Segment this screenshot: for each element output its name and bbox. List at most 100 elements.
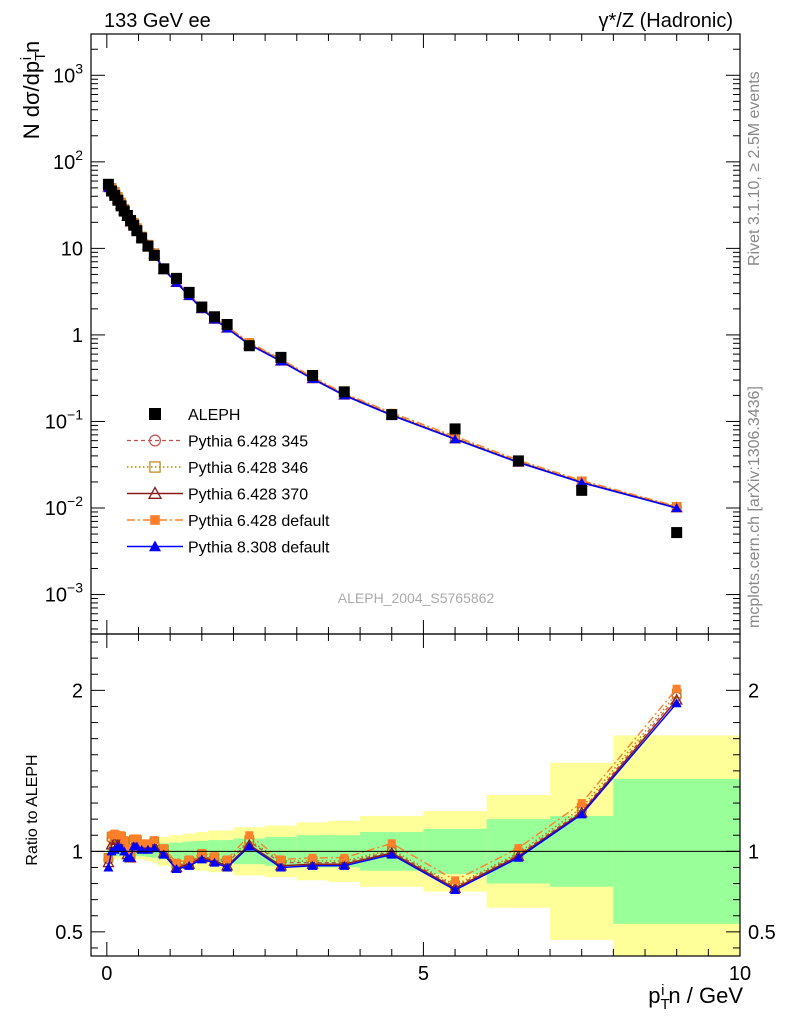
- ratio-point: [123, 844, 132, 853]
- ratio-point: [386, 849, 397, 859]
- legend-entry: Pythia 6.428 346: [127, 460, 308, 477]
- data-point: [142, 240, 154, 252]
- ratio-point: [171, 864, 182, 874]
- data-point: [243, 340, 255, 352]
- data-point: [112, 194, 124, 206]
- data-point: [307, 369, 319, 381]
- y-tick-label: 102: [53, 147, 83, 174]
- y-tick-label: 10−3: [45, 580, 83, 607]
- ratio-frame: [90, 633, 741, 957]
- ratio-y-tick-label-right: 0.5: [748, 922, 776, 944]
- ratio-y-axis-label: Ratio to ALEPH: [24, 754, 41, 865]
- ratio-point: [450, 884, 461, 894]
- ratio-point: [185, 855, 194, 864]
- legend-label: Pythia 6.428 default: [188, 513, 330, 530]
- ratio-point: [339, 860, 350, 870]
- ratio-point: [672, 684, 681, 693]
- ratio-point: [159, 844, 168, 853]
- main-point: [671, 503, 682, 513]
- ratio-point: [209, 857, 220, 867]
- header-right: γ*/Z (Hadronic): [599, 10, 733, 32]
- ratio-uncertainty-bands: [106, 735, 740, 956]
- ratio-point: [103, 862, 114, 872]
- legend-marker: [149, 540, 161, 552]
- x-tick-label: 0: [101, 963, 112, 985]
- legend-marker: [149, 434, 162, 447]
- legend-marker: [147, 486, 163, 499]
- y-tick-label: 1: [72, 325, 83, 347]
- ratio-point: [308, 853, 317, 862]
- ratio-point: [137, 839, 146, 848]
- data-point: [512, 455, 524, 467]
- main-line: [108, 185, 677, 508]
- ratio-y-tick-label-right: 2: [748, 680, 759, 702]
- ratio-point: [275, 862, 286, 872]
- ratio-point: [172, 858, 181, 867]
- data-point: [196, 301, 208, 313]
- ratio-point: [244, 841, 255, 851]
- data-point: [208, 311, 220, 323]
- legend-entry: Pythia 8.308 default: [127, 540, 330, 557]
- ratio-point: [117, 831, 126, 840]
- legend-entry: Pythia 6.428 default: [127, 513, 330, 530]
- data-point: [449, 423, 461, 435]
- legend-label: Pythia 6.428 346: [188, 460, 308, 477]
- mcplots-label: mcplots.cern.ch [arXiv:1306.3436]: [746, 386, 763, 628]
- ratio-point: [671, 698, 682, 708]
- rivet-label: Rivet 3.1.10, ≥ 2.5M events: [746, 71, 763, 266]
- ratio-point: [131, 841, 142, 851]
- ratio-point: [451, 876, 460, 885]
- data-point: [183, 286, 195, 298]
- data-point: [386, 409, 398, 421]
- ratio-point: [223, 855, 232, 864]
- data-point: [275, 351, 287, 363]
- header-left: 133 GeV ee: [104, 10, 211, 32]
- ratio-point: [149, 843, 160, 853]
- ratio-y-tick-label: 1: [72, 841, 83, 863]
- main-curves: [102, 178, 683, 539]
- legend-label: Pythia 8.308 default: [188, 540, 330, 557]
- ratio-point: [132, 834, 141, 843]
- legend-label: Pythia 6.428 345: [188, 434, 308, 451]
- ratio-point: [196, 854, 207, 864]
- ratio-point: [387, 839, 396, 848]
- legend-label: Pythia 6.428 370: [188, 487, 308, 504]
- ratio-line: [107, 696, 678, 888]
- main-y-axis-label: N dσ/dpTin: [18, 41, 49, 140]
- ratio-point: [577, 799, 586, 808]
- legend: ALEPH Pythia 6.428 345 Pythia 6.428 346 Pyt…: [127, 407, 330, 557]
- y-tick-label: 10−2: [45, 493, 83, 520]
- ratio-point: [210, 852, 219, 861]
- ratio-y-tick-label: 0.5: [55, 922, 83, 944]
- main-line: [108, 185, 677, 507]
- ratio-point: [245, 831, 254, 840]
- ratio-point: [150, 836, 159, 845]
- ratio-y-tick-label: 2: [72, 680, 83, 702]
- ratio-y-tick-label-right: 1: [748, 841, 759, 863]
- data-point: [136, 232, 148, 244]
- data-point: [170, 272, 182, 284]
- data-point: [671, 527, 683, 539]
- ratio-point: [184, 860, 195, 870]
- ratio-point: [513, 852, 524, 862]
- y-tick-label: 103: [53, 60, 83, 87]
- ratio-point: [307, 860, 318, 870]
- main-point: [576, 477, 587, 487]
- x-tick-label: 5: [418, 963, 429, 985]
- ratio-point: [576, 809, 587, 819]
- legend-marker: [149, 461, 161, 473]
- ratio-point: [158, 849, 169, 859]
- data-series: [102, 178, 683, 539]
- ratio-point: [120, 836, 129, 845]
- ratio-point: [276, 855, 285, 864]
- data-point: [131, 225, 143, 237]
- data-point: [338, 386, 350, 398]
- data-point: [576, 484, 588, 496]
- legend-entry: Pythia 6.428 345: [127, 434, 308, 451]
- x-tick-label: 10: [729, 963, 751, 985]
- analysis-id: ALEPH_2004_S5765862: [338, 590, 495, 606]
- legend-marker: [150, 515, 160, 525]
- main-point: [450, 434, 461, 444]
- ratio-point: [222, 862, 233, 872]
